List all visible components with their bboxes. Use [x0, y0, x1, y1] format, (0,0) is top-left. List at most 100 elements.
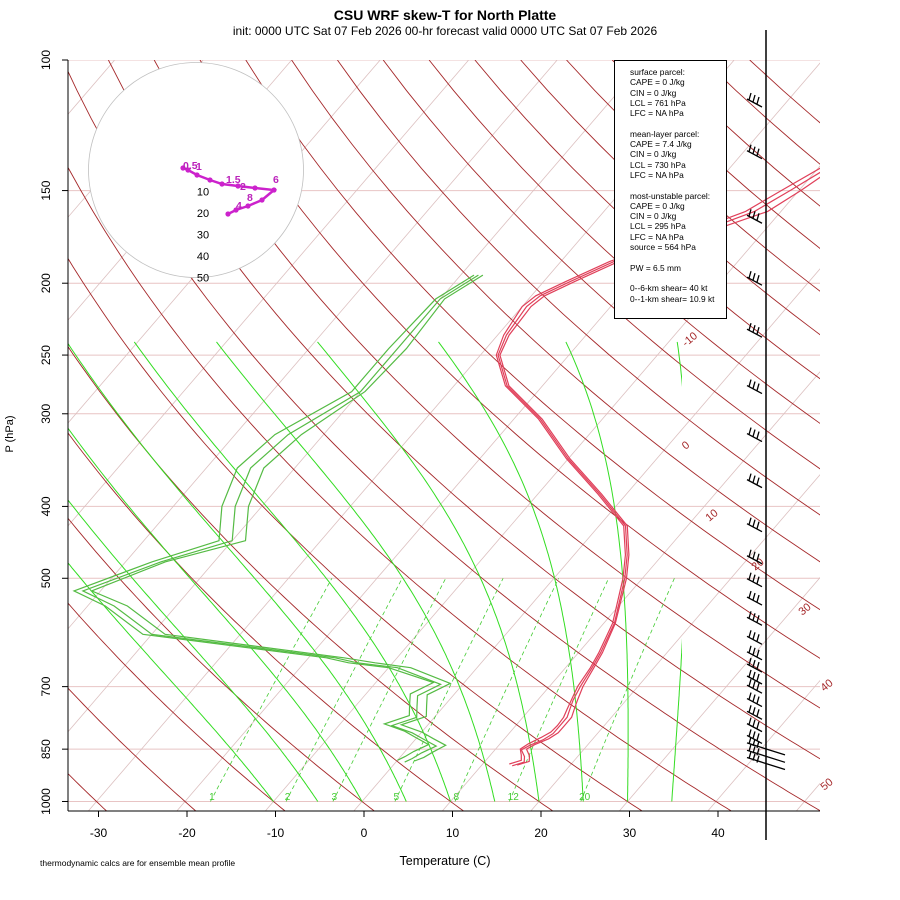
wind-barb [746, 590, 763, 606]
barb-feather [752, 475, 756, 483]
hodograph-point [180, 165, 186, 171]
moist-adiabat [68, 562, 274, 802]
moist-adiabat [68, 342, 407, 802]
y-tick-label: 300 [39, 403, 53, 423]
isotherm-label: 40 [819, 677, 836, 694]
mean-layer-parcel-block: mean-layer parcel: CAPE = 7.4 J/kg CIN =… [630, 129, 726, 180]
barb-feather [756, 696, 760, 704]
hodograph-ring-label: 20 [197, 208, 209, 220]
chart-subtitle: init: 0000 UTC Sat 07 Feb 2026 00-hr for… [232, 24, 658, 38]
isotherm-line [619, 577, 820, 811]
dry-adiabat [68, 257, 643, 811]
info-line: 0--6-km shear= 40 kt [630, 283, 708, 294]
wind-barb [746, 427, 763, 443]
y-tick-label: 150 [39, 180, 53, 200]
barb-feather [752, 694, 756, 702]
barb-shaft [746, 523, 763, 533]
barb-shaft [746, 616, 763, 626]
mixing-ratio-label: 12 [508, 792, 520, 803]
barb-feather [748, 209, 752, 217]
dry-adiabat [68, 432, 464, 811]
barb-feather [752, 574, 756, 582]
mixing-ratio-line [580, 578, 675, 802]
mixing-ratio-label: 20 [579, 792, 591, 803]
barb-feather [752, 324, 756, 333]
barb-feather [752, 753, 756, 761]
dry-adiabat [68, 687, 197, 811]
barb-shaft [746, 596, 763, 606]
barb-feather [748, 751, 752, 759]
info-line: CAPE = 7.4 J/kg [630, 139, 692, 150]
x-tick-label: 30 [623, 826, 637, 840]
moist-adiabat [565, 341, 629, 802]
barb-shaft [746, 710, 763, 720]
barb-feather [756, 748, 760, 756]
barb-feather [748, 379, 752, 387]
wind-barb [746, 645, 763, 661]
info-line: LCL = 730 hPa [630, 159, 686, 170]
info-line: surface parcel: [630, 67, 685, 77]
barb-feather [756, 673, 760, 682]
barb-feather [748, 473, 752, 481]
barb-shaft [746, 150, 763, 160]
info-line: CAPE = 0 J/kg [630, 200, 685, 211]
wind-barb [746, 271, 763, 286]
dry-adiabat [68, 345, 554, 811]
moist-adiabat [68, 499, 319, 802]
dry-adiabat [245, 60, 820, 611]
barb-feather [756, 275, 760, 283]
surface-parcel-block: surface parcel: CAPE = 0 J/kg CIN = 0 J/… [630, 67, 726, 118]
barb-feather [752, 738, 756, 747]
x-tick-label: -30 [90, 826, 108, 840]
hodograph: 10 20 30 40 50 0.51 1.52 4 6 8 [88, 62, 304, 285]
isotherm-line [885, 60, 900, 811]
hodograph-ring-label: 50 [197, 273, 209, 285]
barb-feather [752, 707, 756, 715]
barb-shaft [746, 276, 763, 286]
barb-shaft [746, 635, 763, 645]
isotherm-label: 50 [819, 776, 836, 793]
barb-feather [752, 211, 756, 219]
wind-barbs [746, 30, 786, 840]
barb-feather [756, 755, 760, 763]
isotherm-label: -10 [680, 330, 700, 349]
isotherm-line [353, 268, 820, 811]
hodograph-point [245, 203, 251, 209]
hodograph-point-label: 0.5 [183, 160, 198, 172]
barb-shaft [746, 578, 763, 588]
hodograph-ring [88, 62, 304, 278]
y-tick-label: 1000 [39, 788, 53, 815]
barb-feather [756, 733, 760, 741]
barb-shaft [746, 663, 763, 673]
mixing-ratio-line [210, 578, 333, 802]
x-tick-label: 0 [361, 826, 368, 840]
barb-feather [752, 681, 756, 689]
wind-barb [746, 751, 786, 771]
wind-barb [746, 717, 763, 733]
hodograph-point [233, 207, 239, 213]
barb-feather [748, 517, 752, 525]
dry-adiabat [428, 60, 820, 424]
info-line: source = 564 hPa [630, 242, 696, 253]
hodograph-point-label: 6 [273, 174, 279, 186]
barb-feather [756, 661, 760, 670]
barb-feather [756, 709, 760, 717]
axes: 1 2 3 5 8 12 201001502002503004005007008501000… [39, 50, 836, 840]
barb-shaft [746, 98, 763, 108]
hodograph-point-label: 1.5 [226, 174, 241, 186]
hodograph-point [219, 181, 225, 187]
isotherm-line [707, 679, 820, 811]
wind-barb [746, 379, 763, 395]
dry-adiabat [68, 166, 732, 811]
mixing-ratio-lines [210, 578, 675, 802]
barb-feather [748, 630, 752, 638]
x-tick-label: 20 [534, 826, 548, 840]
hodograph-ring-label: 40 [197, 251, 209, 263]
isotherm-label: 0 [680, 439, 692, 452]
barb-feather [748, 657, 752, 666]
footnote: thermodynamic calcs are for ensemble mea… [40, 858, 236, 868]
info-line: LFC = NA hPa [630, 108, 684, 119]
barb-feather [756, 553, 760, 561]
info-line: LFC = NA hPa [630, 231, 684, 242]
barb-shaft [746, 684, 763, 694]
